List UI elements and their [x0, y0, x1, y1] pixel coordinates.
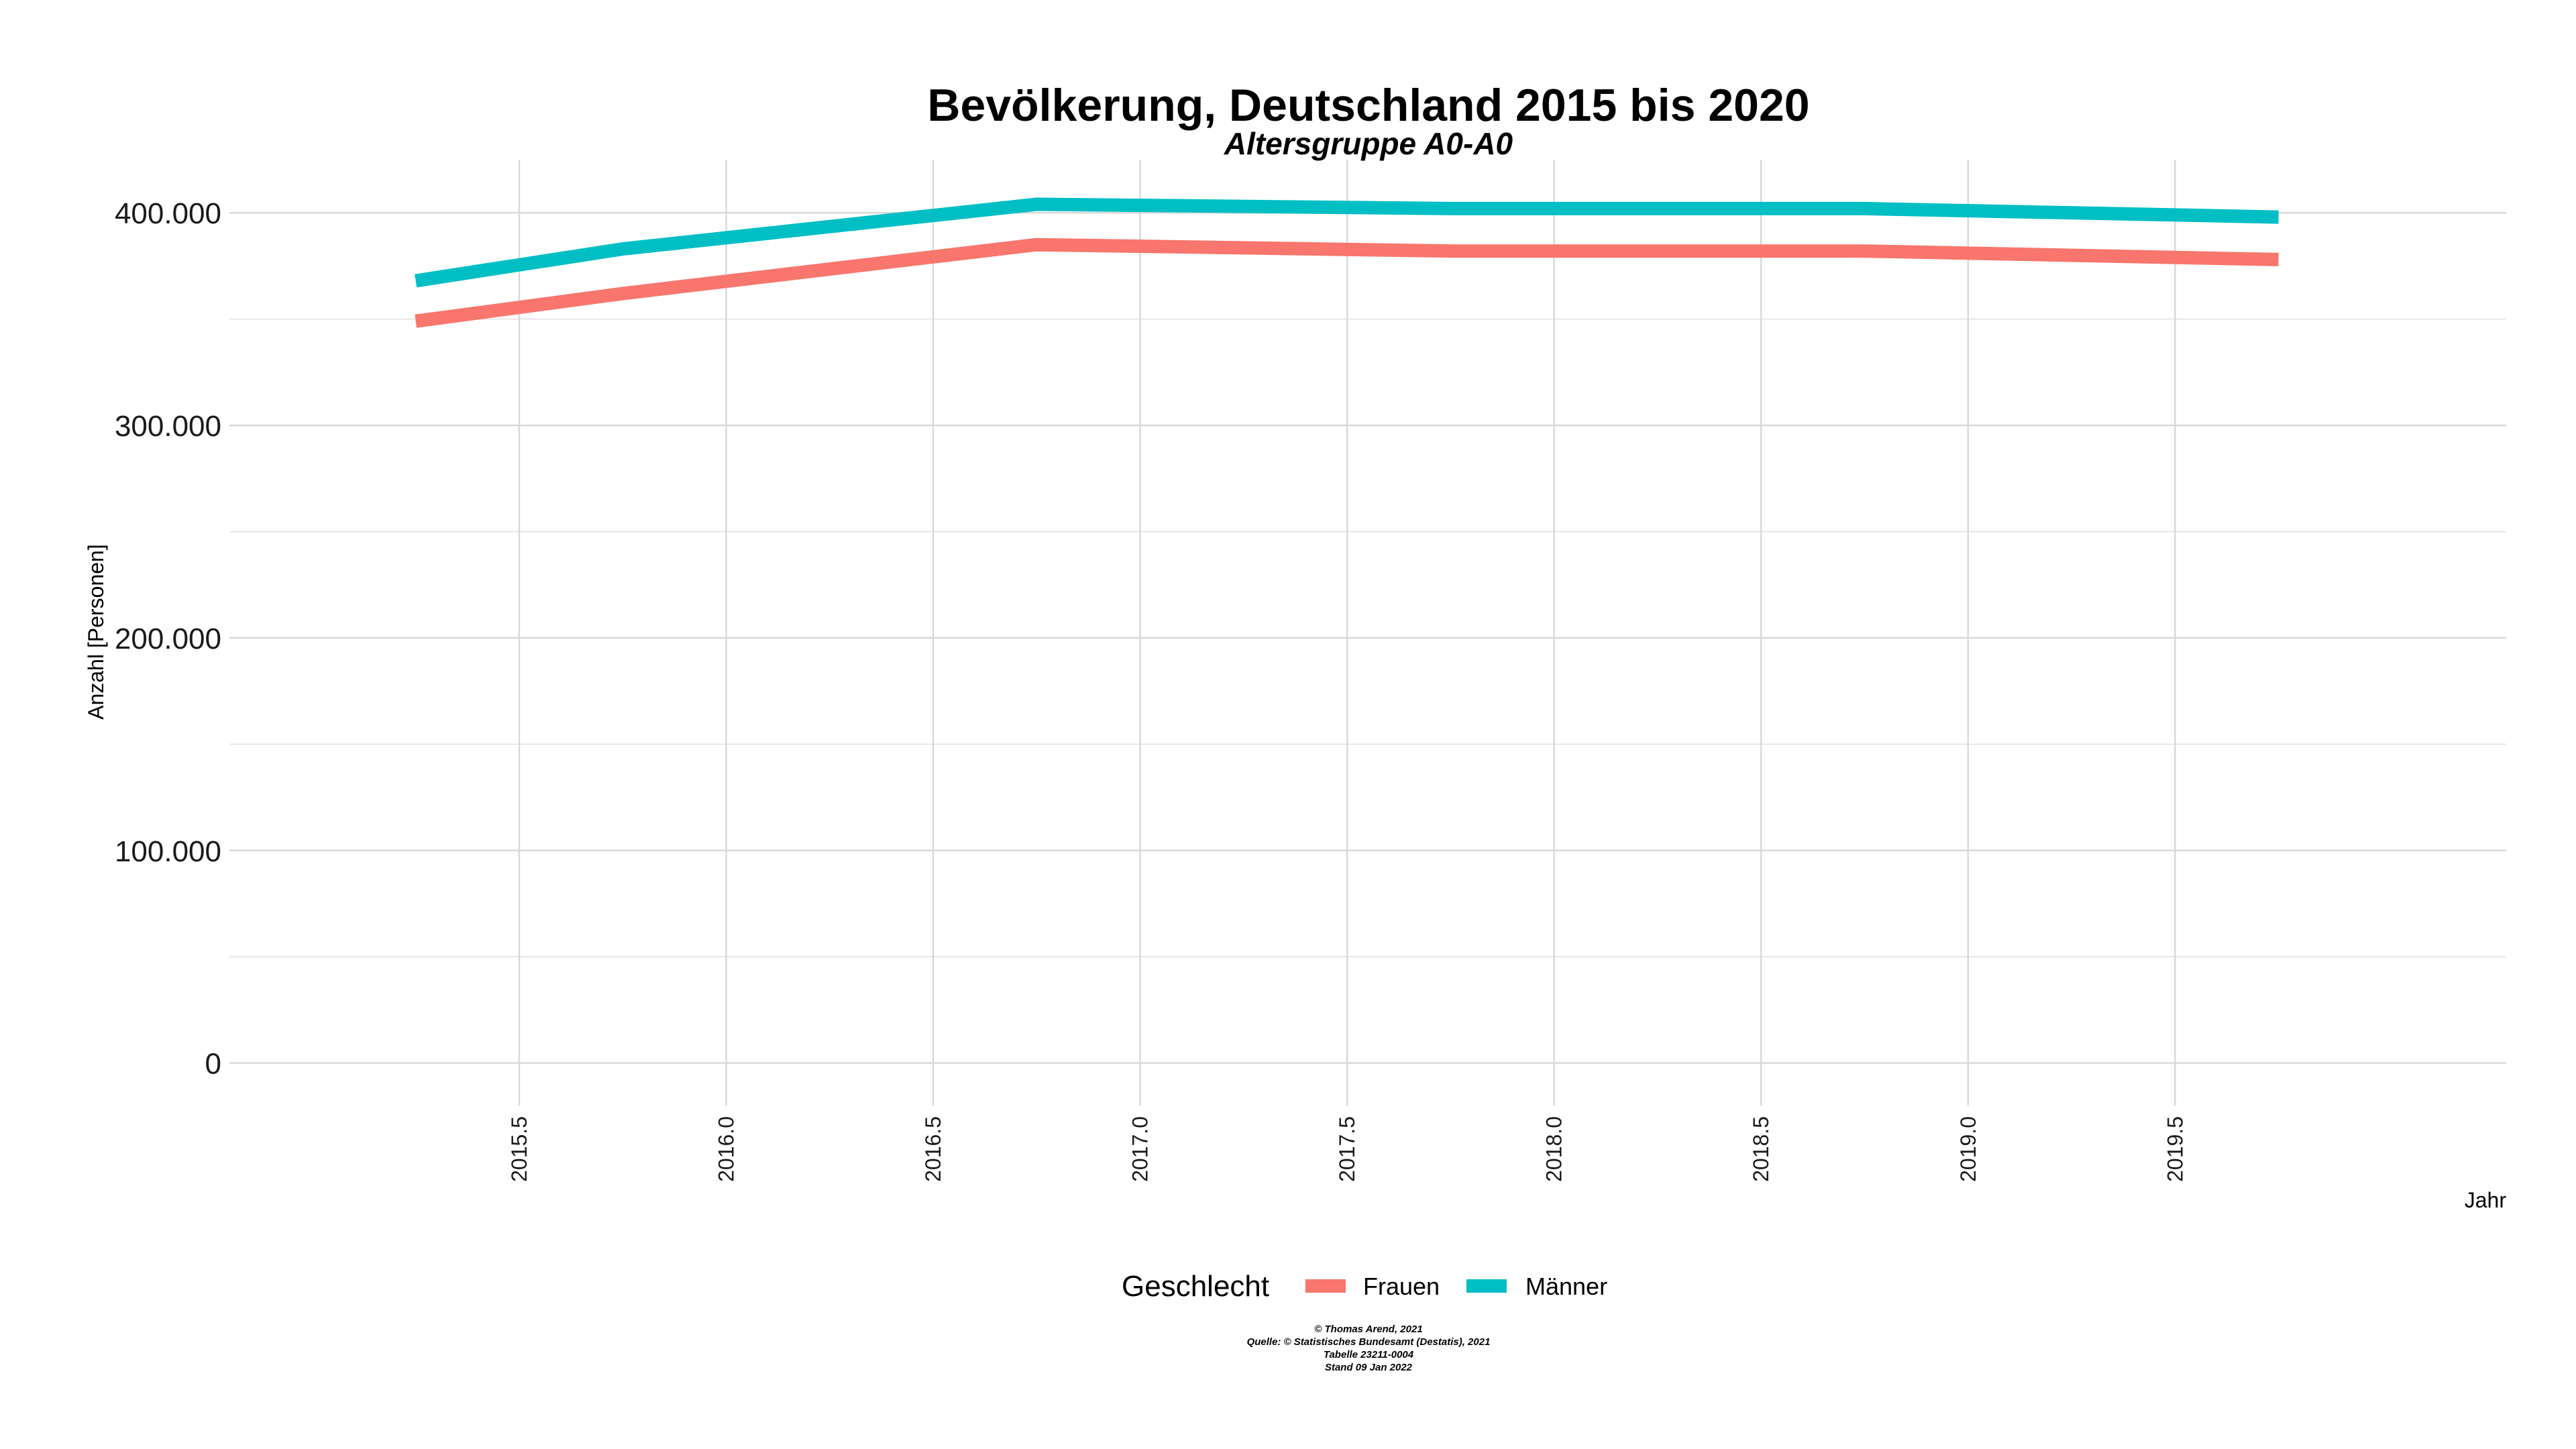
chart-subtitle: Altersgruppe A0-A0: [1224, 126, 1513, 161]
legend-label-maenner: Männer: [1525, 1273, 1607, 1300]
caption-table: Tabelle 23211-0004: [1324, 1349, 1414, 1360]
caption-source: Quelle: © Statistisches Bundesamt (Desta…: [1247, 1336, 1491, 1348]
y-tick-label: 0: [205, 1048, 221, 1081]
y-axis-ticks: 0 100.000 200.000 300.000 400.000: [115, 197, 221, 1080]
x-tick-label: 2018.0: [1542, 1116, 1566, 1182]
major-gridlines: [229, 160, 2506, 1106]
x-tick-label: 2017.0: [1128, 1116, 1152, 1182]
legend-label-frauen: Frauen: [1363, 1273, 1440, 1300]
legend: Geschlecht Frauen Männer: [1122, 1270, 1607, 1303]
x-tick-label: 2019.5: [2163, 1116, 2187, 1182]
chart-title: Bevölkerung, Deutschland 2015 bis 2020: [927, 80, 1809, 131]
x-axis-ticks: 2015.5 2016.0 2016.5 2017.0 2017.5 2018.0 2018…: [507, 1116, 2187, 1182]
caption-author: © Thomas Arend, 2021: [1314, 1324, 1422, 1335]
x-tick-label: 2017.5: [1335, 1116, 1359, 1182]
x-tick-label: 2016.5: [921, 1116, 945, 1182]
y-tick-label: 400.000: [115, 197, 221, 230]
x-tick-label: 2016.0: [714, 1116, 739, 1182]
x-tick-label: 2018.5: [1749, 1116, 1773, 1182]
x-tick-label: 2015.5: [507, 1116, 531, 1182]
y-tick-label: 200.000: [115, 623, 221, 655]
series-line-frauen: [415, 237, 2279, 328]
legend-title: Geschlecht: [1122, 1270, 1269, 1303]
series-lines: [415, 197, 2279, 328]
y-tick-label: 300.000: [115, 410, 221, 443]
caption-date: Stand 09 Jan 2022: [1325, 1362, 1413, 1373]
x-tick-label: 2019.0: [1956, 1116, 1980, 1182]
y-axis-label: Anzahl [Personen]: [84, 544, 108, 720]
series-line-maenner: [415, 197, 2279, 288]
caption: © Thomas Arend, 2021 Quelle: © Statistis…: [1247, 1324, 1491, 1373]
x-axis-label: Jahr: [2465, 1188, 2507, 1212]
y-tick-label: 100.000: [115, 835, 221, 868]
minor-gridlines: [229, 318, 2506, 958]
